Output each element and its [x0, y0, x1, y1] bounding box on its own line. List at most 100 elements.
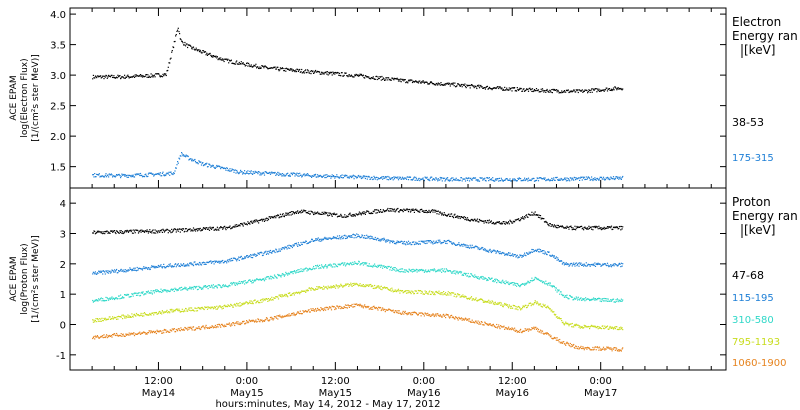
data-point [415, 269, 417, 271]
data-point [188, 159, 190, 161]
data-point [173, 329, 175, 331]
data-point [108, 272, 110, 274]
data-point [416, 292, 418, 294]
data-point [256, 67, 258, 69]
data-point [149, 76, 151, 78]
data-point [494, 278, 496, 280]
data-point [350, 175, 352, 178]
data-point [495, 252, 497, 254]
data-point [580, 326, 582, 328]
data-point [338, 72, 341, 74]
data-point [185, 156, 187, 158]
data-point [529, 280, 532, 282]
data-point [175, 288, 177, 290]
data-point [477, 248, 479, 250]
data-point [183, 44, 185, 46]
data-point [281, 273, 283, 275]
data-point [340, 75, 342, 77]
data-point [612, 176, 615, 178]
data-point [224, 227, 226, 229]
data-point [325, 264, 327, 266]
data-point [277, 273, 279, 276]
data-point [346, 262, 348, 264]
data-point [283, 295, 285, 297]
data-point [606, 325, 609, 327]
data-point [466, 84, 468, 86]
data-point [222, 58, 224, 60]
data-point [555, 89, 557, 91]
data-point [346, 283, 348, 285]
data-point [373, 287, 375, 290]
data-point [162, 330, 164, 332]
data-point [244, 223, 246, 225]
data-point [557, 289, 559, 291]
data-point [362, 74, 364, 76]
data-point [118, 270, 120, 272]
data-point [569, 180, 571, 182]
data-point [182, 42, 184, 44]
data-point [479, 298, 481, 301]
data-point [439, 270, 441, 272]
data-point [116, 298, 118, 300]
data-point [251, 254, 253, 256]
data-point [100, 77, 102, 79]
data-point [237, 63, 239, 65]
data-point [388, 179, 390, 181]
data-point [613, 89, 615, 91]
data-point [393, 77, 396, 79]
data-point [469, 220, 471, 222]
data-point [219, 284, 221, 287]
data-point [470, 218, 473, 221]
data-point [361, 262, 363, 264]
data-point [535, 249, 537, 251]
data-point [246, 302, 248, 304]
data-point [154, 76, 156, 78]
data-point [345, 264, 347, 266]
data-point [150, 73, 152, 75]
data-point [356, 233, 358, 235]
data-point [181, 152, 183, 154]
data-point [249, 255, 251, 257]
data-point [236, 260, 238, 262]
data-point [443, 83, 445, 85]
data-point [342, 177, 344, 179]
data-point [449, 270, 451, 272]
data-point [181, 40, 183, 42]
data-point [543, 250, 545, 252]
data-point [200, 230, 202, 232]
data-point [581, 326, 583, 328]
data-point [460, 295, 463, 297]
data-point [324, 286, 326, 288]
data-point [94, 77, 96, 79]
data-point [604, 300, 606, 302]
data-point [148, 267, 150, 269]
data-point [562, 262, 564, 264]
data-point [125, 294, 128, 296]
data-point [229, 60, 231, 62]
data-point [414, 179, 416, 181]
data-point [295, 174, 297, 176]
data-point [322, 288, 324, 290]
data-point [413, 177, 415, 179]
data-point [263, 67, 265, 69]
data-point [338, 74, 340, 76]
data-point [191, 229, 193, 231]
data-point [555, 177, 557, 179]
data-point [124, 294, 126, 296]
data-point [417, 211, 419, 213]
data-point [610, 266, 613, 268]
data-point [392, 268, 394, 271]
data-point [415, 241, 417, 243]
data-point [613, 178, 615, 180]
data-point [272, 172, 274, 174]
data-point [518, 218, 520, 220]
data-point [179, 311, 181, 313]
data-point [364, 235, 366, 237]
data-point [118, 335, 120, 337]
data-point [585, 178, 587, 180]
data-point [364, 175, 366, 177]
data-point [262, 65, 264, 67]
data-point [472, 298, 474, 300]
data-point [190, 310, 192, 312]
data-point [569, 295, 571, 297]
